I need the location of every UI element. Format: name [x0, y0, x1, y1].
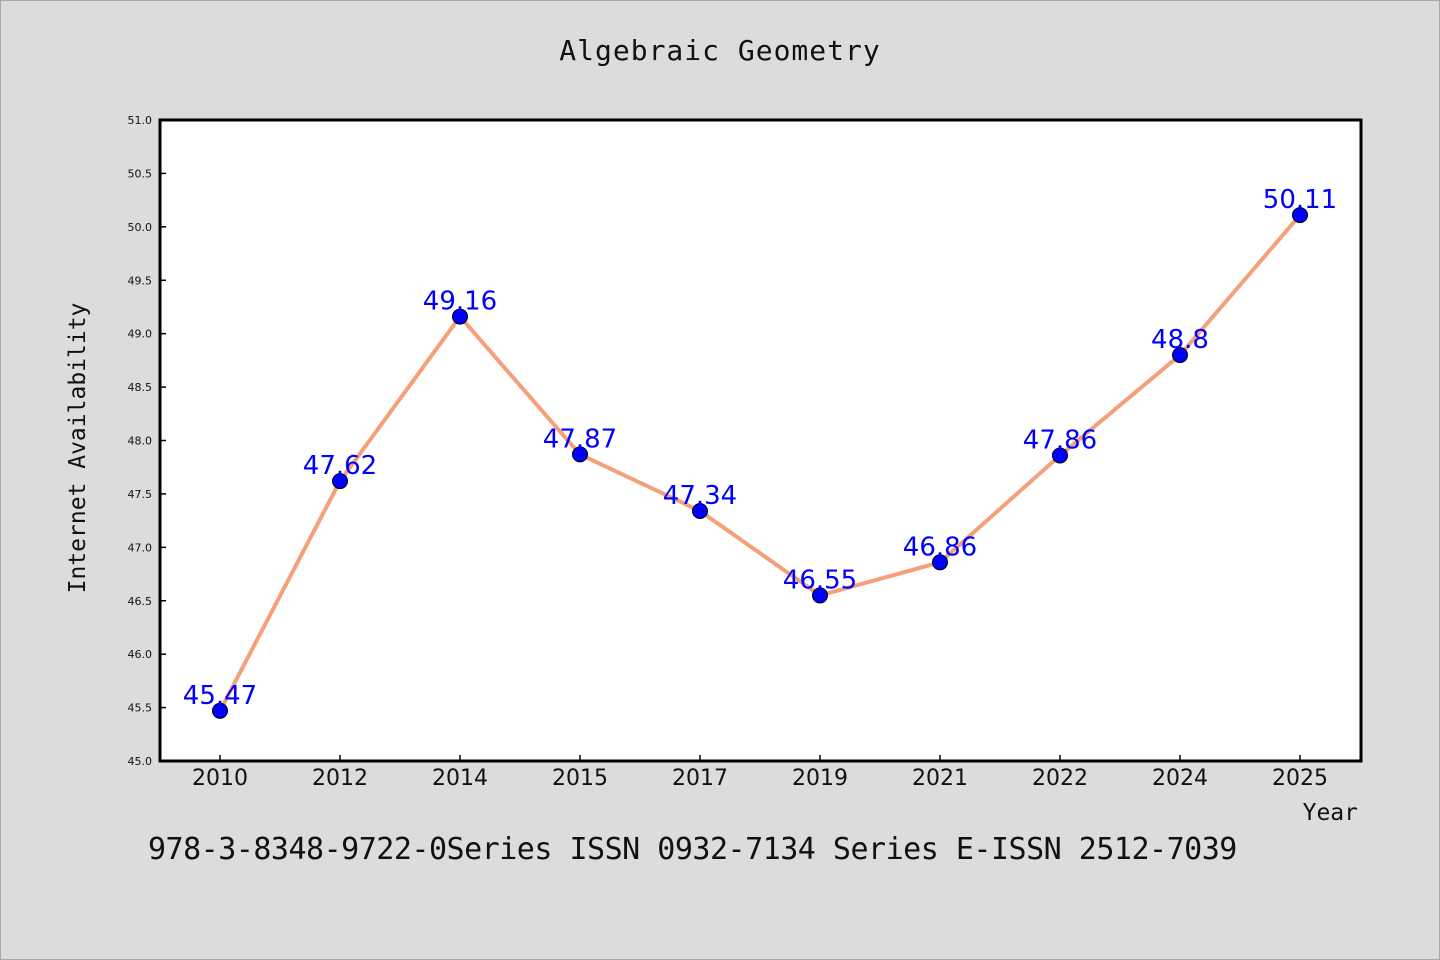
- y-tick-label: 45.5: [128, 702, 153, 715]
- x-tick-label: 2012: [312, 766, 368, 791]
- y-tick-label: 47.0: [128, 541, 153, 554]
- data-label: 48.8: [1151, 325, 1209, 355]
- x-tick-label: 2024: [1152, 766, 1208, 791]
- data-label: 49.16: [423, 287, 497, 317]
- y-tick-label: 45.0: [128, 755, 153, 768]
- x-tick-label: 2021: [912, 766, 968, 791]
- y-axis: 45.0 45.5 46.0 46.5 47.0 47.5 48.0 48.5 49.0 49.5…: [128, 114, 166, 768]
- data-point: [692, 503, 708, 520]
- data-point: [1172, 347, 1188, 364]
- data-label: 47.62: [303, 451, 377, 481]
- chart-title: Algebraic Geometry: [559, 34, 881, 67]
- data-point: [572, 446, 588, 463]
- data-label: 47.34: [663, 481, 737, 511]
- plot-area: [158, 118, 1363, 763]
- x-tick-label: 2019: [792, 766, 848, 791]
- y-tick-label: 49.0: [128, 328, 153, 341]
- series-line: [218, 213, 1302, 712]
- data-label: 46.86: [903, 532, 977, 562]
- x-tick-label: 2022: [1032, 766, 1088, 791]
- y-tick-label: 50.5: [128, 167, 153, 180]
- x-tick-label: 2015: [552, 766, 608, 791]
- data-point: [812, 587, 828, 604]
- y-tick-label: 48.0: [128, 435, 153, 448]
- x-tick-label: 2014: [432, 766, 488, 791]
- data-point: [332, 473, 348, 490]
- data-label: 50.11: [1263, 185, 1337, 215]
- isbn-issn-footer: 978-3-8348-9722-0Series ISSN 0932-7134 S…: [148, 832, 1237, 867]
- y-tick-label: 49.5: [128, 274, 153, 287]
- data-label: 47.87: [543, 424, 617, 454]
- data-labels: 45.47 47.62 49.16 47.87 47.34 46.55 46.86 47.86…: [183, 185, 1337, 711]
- y-tick-label: 46.5: [128, 595, 153, 608]
- y-tick-label: 46.0: [128, 648, 153, 661]
- y-tick-label: 48.5: [128, 381, 153, 394]
- x-axis-label: Year: [1303, 800, 1358, 826]
- y-axis-label: Internet Availability: [65, 303, 91, 594]
- data-point: [932, 554, 948, 571]
- x-tick-label: 2010: [192, 766, 248, 791]
- data-label: 47.86: [1023, 425, 1097, 455]
- data-label: 46.55: [783, 565, 857, 595]
- data-label: 45.47: [183, 681, 257, 711]
- data-point: [1292, 207, 1308, 224]
- data-point: [1052, 447, 1068, 464]
- x-axis: 2010 2012 2014 2015 2017 2019 2021 2022 2024 2025: [192, 755, 1328, 791]
- data-point: [452, 308, 468, 325]
- y-tick-label: 51.0: [128, 114, 153, 127]
- x-tick-label: 2017: [672, 766, 728, 791]
- data-point: [212, 702, 228, 719]
- y-tick-label: 50.0: [128, 221, 153, 234]
- y-tick-label: 47.5: [128, 488, 153, 501]
- x-tick-label: 2025: [1272, 766, 1328, 791]
- series-markers: [212, 207, 1308, 719]
